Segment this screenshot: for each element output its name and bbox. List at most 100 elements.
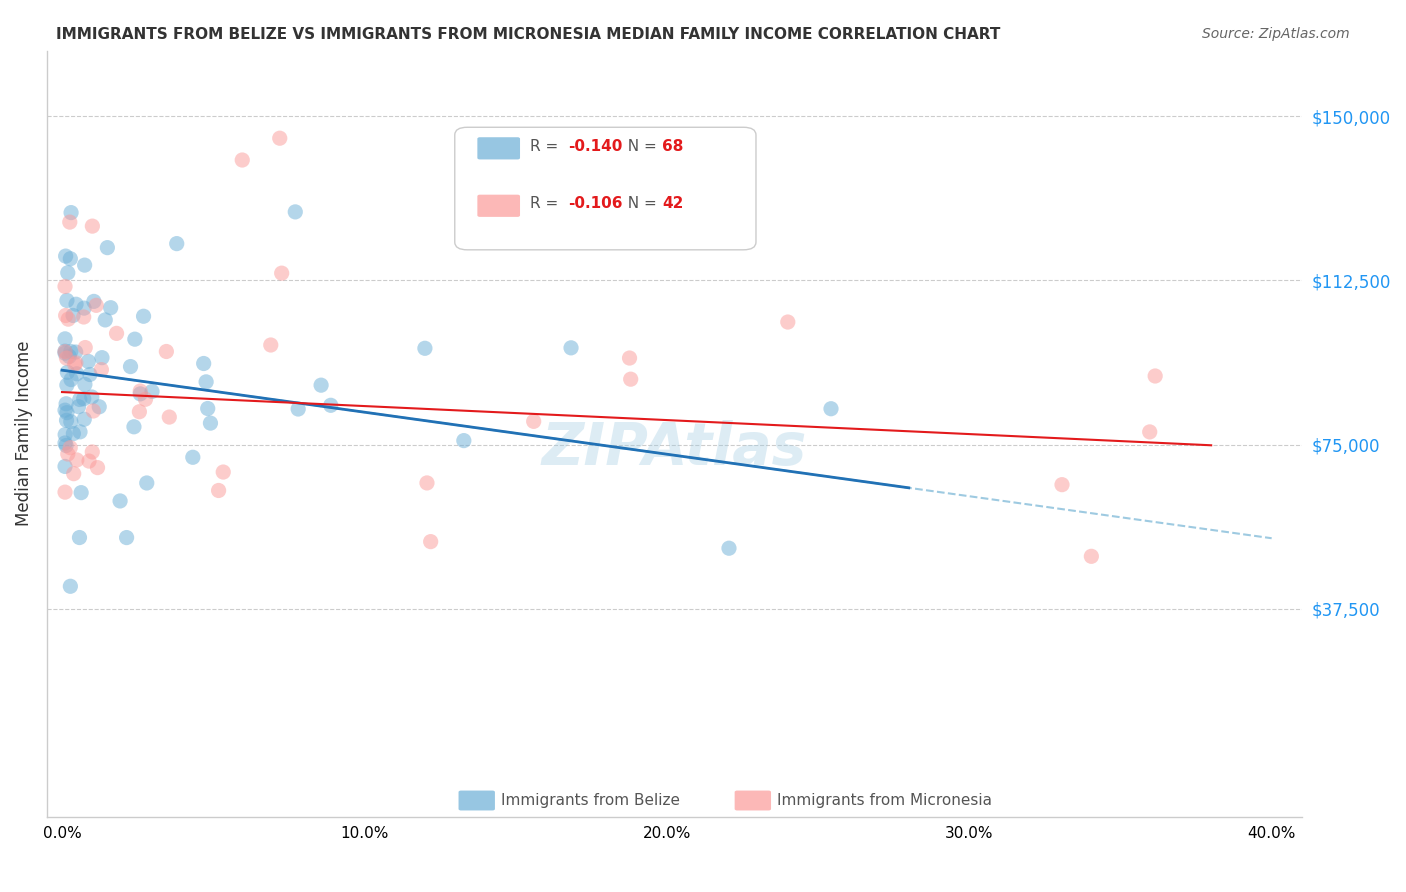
Text: R =: R = — [530, 196, 564, 211]
Y-axis label: Median Family Income: Median Family Income — [15, 341, 32, 526]
Immigrants from Micronesia — [62, 467, 84, 481]
Immigrants from Belize — [413, 341, 436, 355]
Immigrants from Micronesia — [416, 475, 439, 490]
Immigrants from Belize — [115, 531, 138, 545]
Immigrants from Micronesia — [1144, 369, 1167, 384]
Immigrants from Belize — [181, 450, 204, 465]
Immigrants from Micronesia — [270, 266, 292, 280]
Immigrants from Belize — [91, 351, 114, 365]
Immigrants from Belize — [122, 419, 145, 434]
Text: IMMIGRANTS FROM BELIZE VS IMMIGRANTS FROM MICRONESIA MEDIAN FAMILY INCOME CORREL: IMMIGRANTS FROM BELIZE VS IMMIGRANTS FRO… — [56, 27, 1001, 42]
Immigrants from Belize — [166, 236, 188, 251]
Immigrants from Micronesia — [63, 357, 86, 371]
Immigrants from Belize — [193, 357, 215, 371]
Immigrants from Belize — [69, 531, 91, 545]
Immigrants from Micronesia — [620, 372, 643, 386]
Immigrants from Micronesia — [84, 298, 107, 312]
Immigrants from Micronesia — [231, 153, 253, 167]
Immigrants from Micronesia — [58, 312, 80, 326]
Immigrants from Belize — [560, 341, 582, 355]
Immigrants from Belize — [59, 579, 82, 593]
Immigrants from Micronesia — [82, 219, 104, 234]
Immigrants from Belize — [62, 309, 84, 323]
Immigrants from Micronesia — [523, 414, 546, 428]
Immigrants from Micronesia — [65, 356, 87, 370]
Immigrants from Belize — [55, 438, 77, 452]
Immigrants from Belize — [62, 426, 84, 441]
Immigrants from Belize — [129, 387, 152, 401]
Immigrants from Belize — [73, 377, 96, 392]
FancyBboxPatch shape — [735, 790, 770, 811]
Immigrants from Belize — [60, 205, 83, 219]
Immigrants from Micronesia — [53, 344, 76, 359]
Immigrants from Belize — [200, 416, 222, 430]
Immigrants from Micronesia — [59, 215, 82, 229]
Immigrants from Belize — [124, 332, 146, 346]
Immigrants from Belize — [77, 354, 100, 368]
Immigrants from Belize — [66, 367, 89, 381]
Immigrants from Belize — [284, 205, 307, 219]
Text: Immigrants from Belize: Immigrants from Belize — [501, 793, 681, 808]
FancyBboxPatch shape — [478, 137, 520, 160]
Immigrants from Belize — [55, 413, 77, 427]
Immigrants from Micronesia — [1139, 425, 1161, 439]
Immigrants from Belize — [59, 415, 82, 429]
Immigrants from Belize — [96, 241, 118, 255]
Immigrants from Belize — [58, 350, 80, 364]
Immigrants from Micronesia — [82, 445, 104, 459]
Immigrants from Belize — [79, 368, 101, 382]
Immigrants from Micronesia — [207, 483, 229, 498]
Immigrants from Belize — [53, 403, 76, 417]
Immigrants from Belize — [56, 293, 79, 308]
Immigrants from Micronesia — [77, 454, 100, 468]
Text: ZIPAtlas: ZIPAtlas — [541, 420, 807, 477]
Immigrants from Micronesia — [776, 315, 799, 329]
Immigrants from Belize — [132, 310, 155, 324]
Immigrants from Belize — [70, 485, 93, 500]
Immigrants from Micronesia — [55, 309, 77, 323]
Text: N =: N = — [617, 196, 662, 211]
Immigrants from Micronesia — [128, 405, 150, 419]
Immigrants from Belize — [56, 365, 79, 379]
Text: 68: 68 — [662, 139, 683, 154]
Immigrants from Belize — [141, 384, 163, 399]
Immigrants from Micronesia — [86, 460, 108, 475]
Text: N =: N = — [617, 139, 662, 154]
Text: -0.106: -0.106 — [568, 196, 623, 211]
Immigrants from Belize — [73, 258, 96, 272]
Immigrants from Belize — [73, 301, 96, 315]
Text: Immigrants from Micronesia: Immigrants from Micronesia — [778, 793, 993, 808]
Immigrants from Belize — [55, 249, 77, 263]
Immigrants from Micronesia — [260, 338, 283, 352]
Immigrants from Belize — [453, 434, 475, 448]
Immigrants from Belize — [108, 494, 131, 508]
Immigrants from Belize — [135, 475, 157, 490]
Immigrants from Belize — [60, 373, 83, 387]
Text: 42: 42 — [662, 196, 683, 211]
Immigrants from Micronesia — [53, 279, 76, 293]
Immigrants from Belize — [53, 332, 76, 346]
Immigrants from Belize — [53, 427, 76, 442]
Immigrants from Micronesia — [82, 404, 104, 418]
Immigrants from Micronesia — [212, 465, 235, 479]
Immigrants from Belize — [717, 541, 740, 556]
Immigrants from Micronesia — [90, 362, 112, 376]
Immigrants from Belize — [59, 252, 82, 266]
Immigrants from Micronesia — [66, 453, 89, 467]
Immigrants from Micronesia — [1050, 477, 1073, 491]
FancyBboxPatch shape — [458, 790, 495, 811]
Immigrants from Micronesia — [129, 384, 152, 398]
Immigrants from Belize — [67, 400, 90, 414]
Immigrants from Micronesia — [155, 344, 177, 359]
Immigrants from Belize — [80, 390, 103, 404]
Immigrants from Micronesia — [105, 326, 128, 341]
Immigrants from Belize — [83, 294, 105, 309]
Immigrants from Belize — [309, 378, 332, 392]
Immigrants from Belize — [53, 459, 76, 474]
Immigrants from Micronesia — [157, 410, 180, 425]
FancyBboxPatch shape — [454, 128, 756, 250]
Immigrants from Micronesia — [53, 485, 76, 500]
Immigrants from Belize — [319, 398, 342, 412]
Immigrants from Belize — [73, 412, 96, 426]
Immigrants from Belize — [69, 425, 91, 439]
